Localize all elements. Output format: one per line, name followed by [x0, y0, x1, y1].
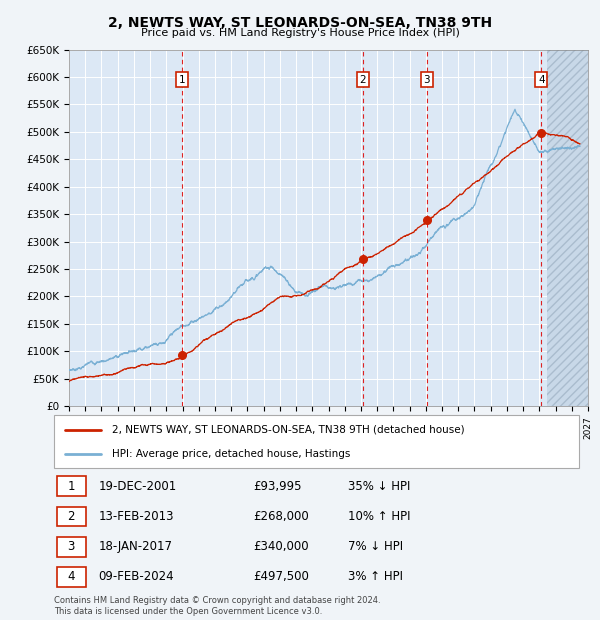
Text: 35% ↓ HPI: 35% ↓ HPI — [348, 480, 410, 493]
Text: 2: 2 — [67, 510, 75, 523]
Text: 4: 4 — [538, 75, 545, 85]
Text: £497,500: £497,500 — [254, 570, 310, 583]
Text: £93,995: £93,995 — [254, 480, 302, 493]
Text: £340,000: £340,000 — [254, 540, 309, 553]
Text: 2, NEWTS WAY, ST LEONARDS-ON-SEA, TN38 9TH: 2, NEWTS WAY, ST LEONARDS-ON-SEA, TN38 9… — [108, 16, 492, 30]
Text: 13-FEB-2013: 13-FEB-2013 — [98, 510, 174, 523]
FancyBboxPatch shape — [56, 507, 86, 526]
FancyBboxPatch shape — [56, 567, 86, 587]
Text: 18-JAN-2017: 18-JAN-2017 — [98, 540, 173, 553]
Text: 2: 2 — [359, 75, 366, 85]
Text: HPI: Average price, detached house, Hastings: HPI: Average price, detached house, Hast… — [112, 449, 350, 459]
FancyBboxPatch shape — [54, 415, 579, 468]
Text: Contains HM Land Registry data © Crown copyright and database right 2024.
This d: Contains HM Land Registry data © Crown c… — [54, 596, 380, 616]
Text: 3% ↑ HPI: 3% ↑ HPI — [348, 570, 403, 583]
Text: 10% ↑ HPI: 10% ↑ HPI — [348, 510, 410, 523]
Text: 1: 1 — [67, 480, 75, 493]
Text: 2, NEWTS WAY, ST LEONARDS-ON-SEA, TN38 9TH (detached house): 2, NEWTS WAY, ST LEONARDS-ON-SEA, TN38 9… — [112, 425, 464, 435]
Text: 3: 3 — [424, 75, 430, 85]
Text: 19-DEC-2001: 19-DEC-2001 — [98, 480, 177, 493]
FancyBboxPatch shape — [56, 477, 86, 496]
FancyBboxPatch shape — [56, 537, 86, 557]
Text: £268,000: £268,000 — [254, 510, 309, 523]
Text: 4: 4 — [67, 570, 75, 583]
Bar — [547, 50, 588, 406]
Text: 7% ↓ HPI: 7% ↓ HPI — [348, 540, 403, 553]
Text: 09-FEB-2024: 09-FEB-2024 — [98, 570, 174, 583]
Text: Price paid vs. HM Land Registry's House Price Index (HPI): Price paid vs. HM Land Registry's House … — [140, 28, 460, 38]
Text: 1: 1 — [179, 75, 185, 85]
Bar — [547, 50, 588, 406]
Text: 3: 3 — [67, 540, 75, 553]
